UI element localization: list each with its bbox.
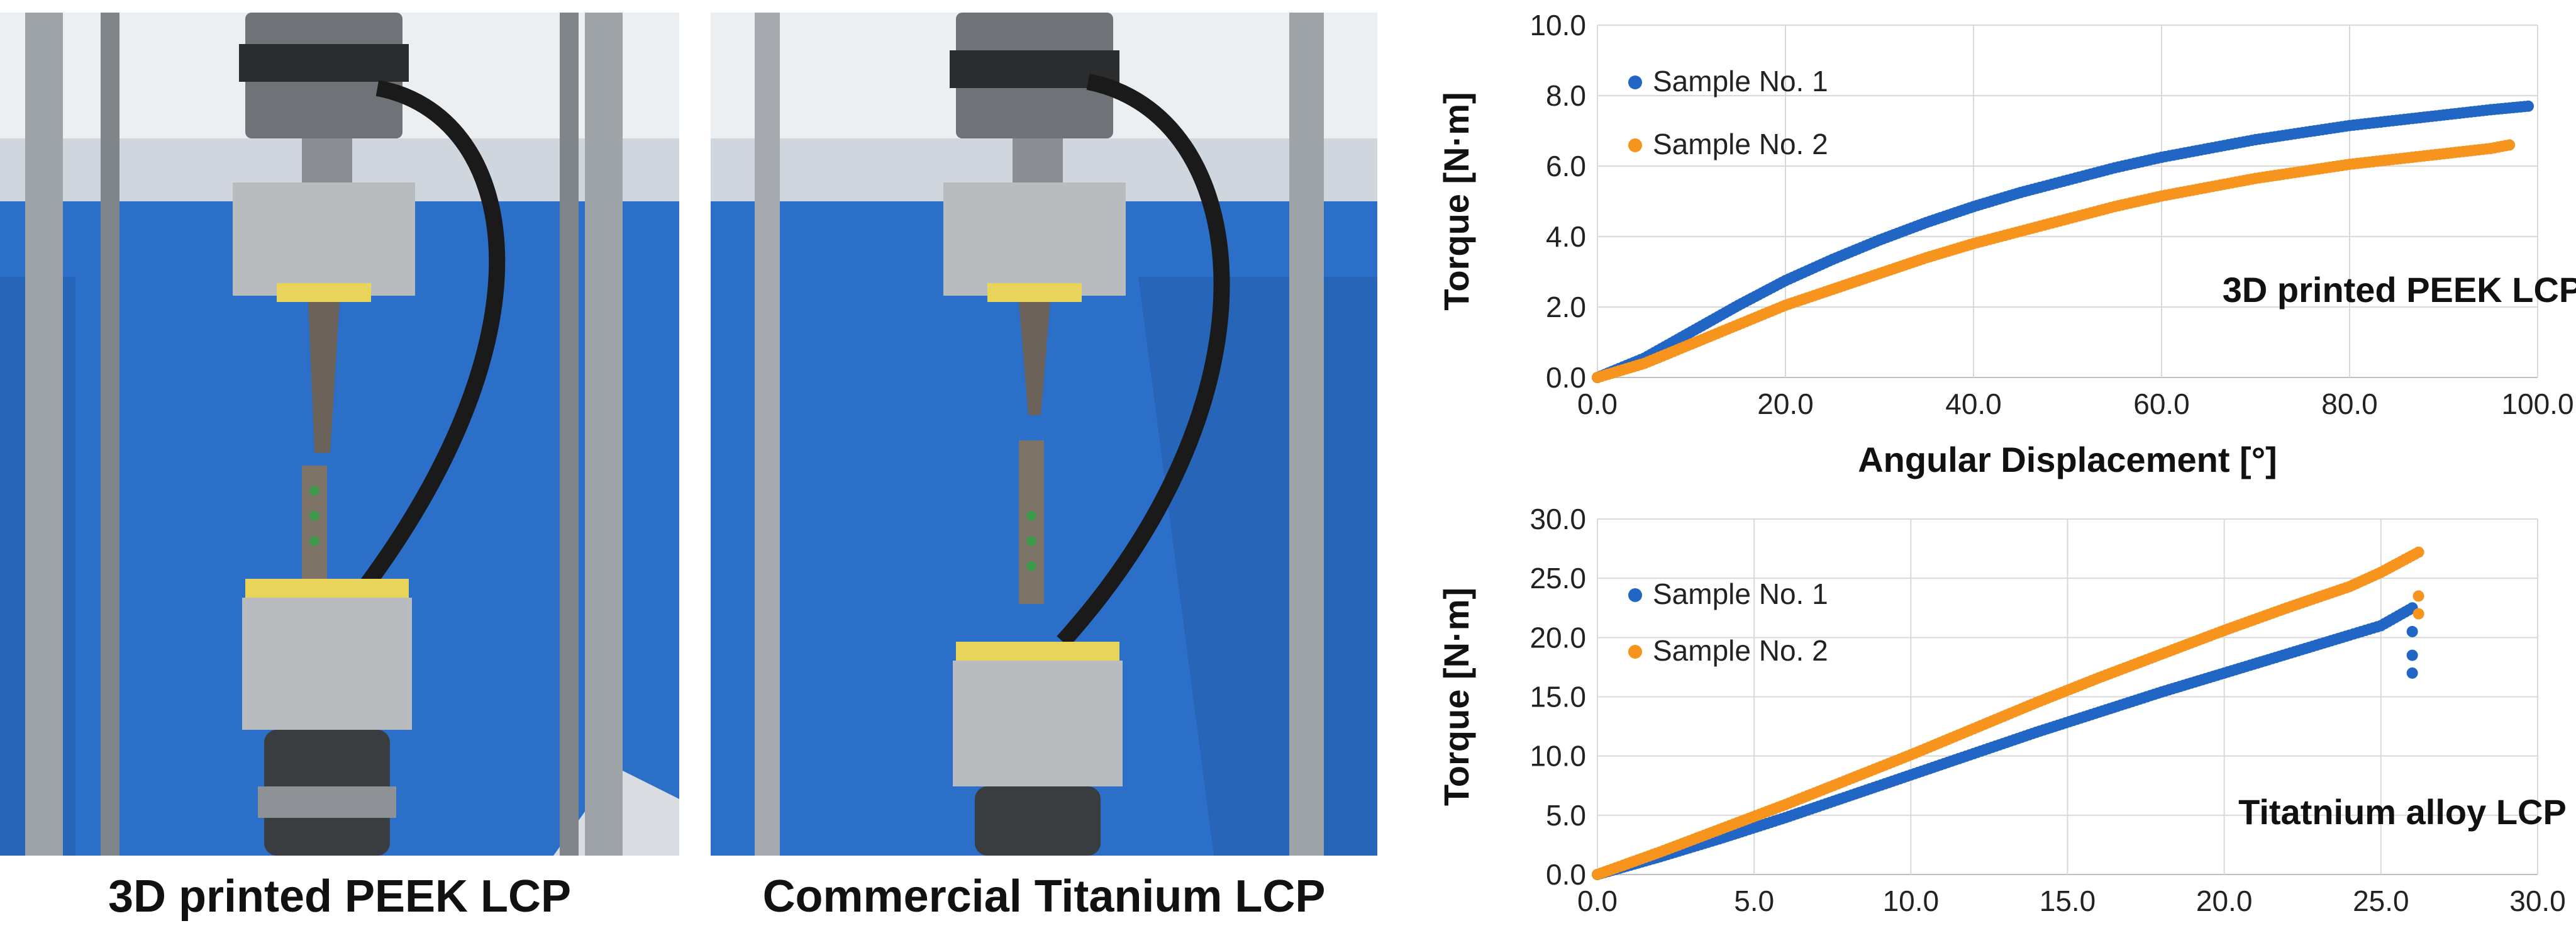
data-point — [2504, 139, 2516, 151]
legend-marker — [1628, 138, 1642, 152]
x-tick-label: 100.0 — [2501, 388, 2573, 420]
peek-lcp-test-rig-image — [0, 13, 679, 856]
x-tick-label: 10.0 — [1883, 885, 1940, 917]
titanium-lcp-test-rig-image — [711, 13, 1377, 856]
y-axis-title: Torque [N·m] — [1436, 92, 1476, 310]
data-point — [2523, 100, 2534, 112]
titanium-lcp-caption: Commercial Titanium LCP — [762, 871, 1326, 922]
y-tick-label: 4.0 — [1546, 220, 1586, 253]
y-tick-label: 0.0 — [1546, 361, 1586, 394]
peek-lcp-photo — [0, 13, 679, 856]
x-tick-label: 40.0 — [1945, 388, 2002, 420]
y-tick-label: 10.0 — [1530, 740, 1586, 773]
data-point — [2412, 608, 2424, 620]
titanium-torque-chart: 0.0 5.0 10.0 15.0 20.0 25.0 30.0 0.0 5.0 10.0 15.0… — [1436, 503, 2567, 917]
legend-label: Sample No. 2 — [1653, 128, 1828, 160]
series-1 — [1592, 602, 2418, 880]
chart-annotation: Titatnium alloy LCP — [2238, 792, 2567, 832]
data-point — [2412, 546, 2424, 558]
y-tick-label: 5.0 — [1546, 799, 1586, 832]
y-tick-label: 10.0 — [1530, 9, 1586, 42]
y-axis-title: Torque [N·m] — [1436, 588, 1476, 806]
legend-label: Sample No. 1 — [1653, 578, 1828, 610]
data-point — [2406, 625, 2418, 637]
legend-marker — [1628, 645, 1642, 659]
y-tick-label: 15.0 — [1530, 681, 1586, 713]
series-1 — [1592, 100, 2534, 383]
x-tick-label: 25.0 — [2353, 885, 2409, 917]
x-tick-label: 15.0 — [2040, 885, 2096, 917]
y-tick-label: 8.0 — [1546, 79, 1586, 112]
x-tick-label: 0.0 — [1577, 388, 1618, 420]
y-tick-label: 30.0 — [1530, 503, 1586, 535]
legend-label: Sample No. 1 — [1653, 65, 1828, 98]
x-tick-label: 80.0 — [2321, 388, 2378, 420]
y-tick-label: 25.0 — [1530, 562, 1586, 595]
data-point — [2406, 667, 2418, 679]
x-tick-label: 30.0 — [2509, 885, 2566, 917]
peek-lcp-caption: 3D printed PEEK LCP — [108, 871, 572, 922]
legend-label: Sample No. 2 — [1653, 634, 1828, 667]
x-tick-label: 5.0 — [1734, 885, 1774, 917]
x-tick-label: 0.0 — [1577, 885, 1618, 917]
y-tick-label: 2.0 — [1546, 291, 1586, 323]
x-axis-title: Angular Displacement [°] — [1858, 440, 2277, 479]
data-point — [2412, 590, 2424, 602]
y-tick-label: 20.0 — [1530, 621, 1586, 654]
chart-annotation: 3D printed PEEK LCP — [2223, 270, 2576, 310]
y-tick-label: 6.0 — [1546, 150, 1586, 182]
x-tick-label: 20.0 — [1757, 388, 1814, 420]
y-tick-label: 0.0 — [1546, 858, 1586, 891]
peek-torque-chart: 0.0 2.0 4.0 6.0 8.0 10.0 0.0 20.0 40.0 60.0 80.0 10… — [1436, 9, 2576, 479]
series-2 — [1592, 546, 2424, 880]
x-tick-label: 60.0 — [2133, 388, 2190, 420]
data-point — [2406, 649, 2418, 661]
legend-marker — [1628, 75, 1642, 89]
series-2 — [1592, 139, 2516, 383]
x-tick-label: 20.0 — [2196, 885, 2253, 917]
legend-marker — [1628, 588, 1642, 602]
titanium-lcp-photo — [711, 13, 1377, 856]
